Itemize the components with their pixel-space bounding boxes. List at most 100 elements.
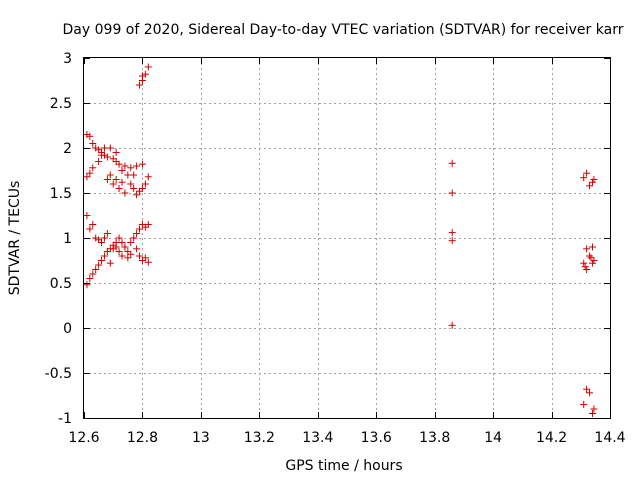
data-point	[144, 173, 152, 181]
data-point	[86, 169, 94, 177]
data-point	[583, 169, 591, 177]
data-point	[130, 185, 138, 192]
data-point	[118, 252, 126, 260]
data-point	[118, 167, 126, 174]
data-point	[121, 189, 129, 197]
data-point	[130, 234, 138, 242]
data-point	[133, 245, 141, 253]
data-point	[580, 259, 588, 267]
data-point	[138, 160, 146, 168]
x-tick-label: 13.2	[244, 430, 275, 446]
data-point	[100, 234, 108, 242]
data-point	[588, 243, 596, 251]
data-point	[106, 144, 114, 152]
x-tick-label: 13	[192, 430, 210, 446]
y-tick-label: 3	[63, 51, 72, 67]
data-point	[448, 237, 456, 245]
data-point	[115, 234, 123, 242]
data-point	[590, 176, 598, 183]
data-point	[109, 245, 117, 253]
data-point	[144, 258, 152, 266]
data-point	[141, 70, 149, 78]
data-point	[130, 171, 138, 179]
data-point	[89, 164, 97, 172]
data-point	[112, 239, 120, 246]
data-point	[588, 259, 596, 267]
data-point	[89, 270, 97, 278]
data-point	[89, 140, 97, 147]
y-tick-labels: -1 -0.5 0 0.5 1 1.5 2 2.5 3	[45, 51, 72, 427]
data-point	[590, 405, 598, 413]
x-tick-label: 14.4	[594, 430, 625, 446]
data-point	[118, 178, 126, 186]
data-point	[103, 176, 111, 183]
data-point	[115, 160, 123, 168]
data-point	[127, 180, 135, 188]
data-point	[95, 261, 103, 269]
data-point	[586, 389, 594, 397]
data-point	[92, 234, 100, 242]
y-tick-label: -1	[58, 411, 72, 427]
data-point	[92, 266, 100, 273]
y-tick-label: 0.5	[50, 276, 72, 292]
x-tick-label: 13.8	[419, 430, 450, 446]
data-point	[83, 131, 91, 138]
data-point	[587, 254, 595, 262]
y-tick-label: 1	[63, 231, 72, 247]
data-point	[98, 257, 106, 264]
chart-title: Day 099 of 2020, Sidereal Day-to-day VTE…	[63, 22, 624, 38]
y-tick-label: 1.5	[50, 186, 72, 202]
data-point	[580, 401, 588, 408]
data-point	[583, 266, 591, 273]
data-point	[448, 321, 456, 329]
data-point	[448, 189, 456, 197]
data-point	[112, 149, 120, 156]
data-point	[86, 275, 94, 282]
data-point	[121, 162, 129, 170]
data-point	[580, 174, 588, 182]
data-point	[121, 243, 129, 251]
data-point	[586, 252, 594, 260]
x-tick-label: 14.2	[536, 430, 567, 446]
data-point	[144, 221, 152, 228]
y-tick-label: 2	[63, 141, 72, 157]
data-point	[141, 180, 149, 188]
y-axis-label: SDTVAR / TECUs	[7, 181, 23, 296]
data-point	[127, 250, 135, 258]
data-point	[141, 254, 149, 262]
data-point	[83, 212, 91, 219]
data-point	[127, 164, 135, 172]
data-point	[583, 385, 591, 393]
x-tick-label: 14	[484, 430, 502, 446]
axis-ticks	[84, 58, 611, 419]
data-point	[586, 182, 594, 190]
data-point	[133, 162, 141, 170]
data-point	[588, 410, 596, 417]
grid-lines	[84, 58, 610, 418]
data-point	[86, 225, 94, 233]
data-point	[115, 185, 123, 192]
data-point	[448, 229, 456, 237]
data-point	[103, 153, 111, 161]
data-point	[103, 230, 111, 237]
data-point	[89, 221, 97, 228]
y-tick-label: 2.5	[50, 96, 72, 112]
data-point	[95, 158, 103, 165]
data-point	[448, 159, 456, 167]
x-axis-label: GPS time / hours	[285, 458, 402, 474]
x-tick-label: 13.6	[361, 430, 392, 446]
data-point	[106, 171, 114, 179]
x-tick-label: 13.4	[302, 430, 333, 446]
data-point	[112, 176, 120, 183]
data-point	[100, 144, 108, 152]
x-tick-label: 12.8	[127, 430, 158, 446]
data-point	[138, 185, 146, 192]
data-point	[127, 239, 135, 246]
data-point	[106, 259, 114, 267]
data-point	[100, 252, 108, 260]
data-point	[136, 225, 144, 233]
data-point	[136, 252, 144, 260]
x-tick-label: 12.6	[68, 430, 99, 446]
data-point	[92, 144, 100, 152]
